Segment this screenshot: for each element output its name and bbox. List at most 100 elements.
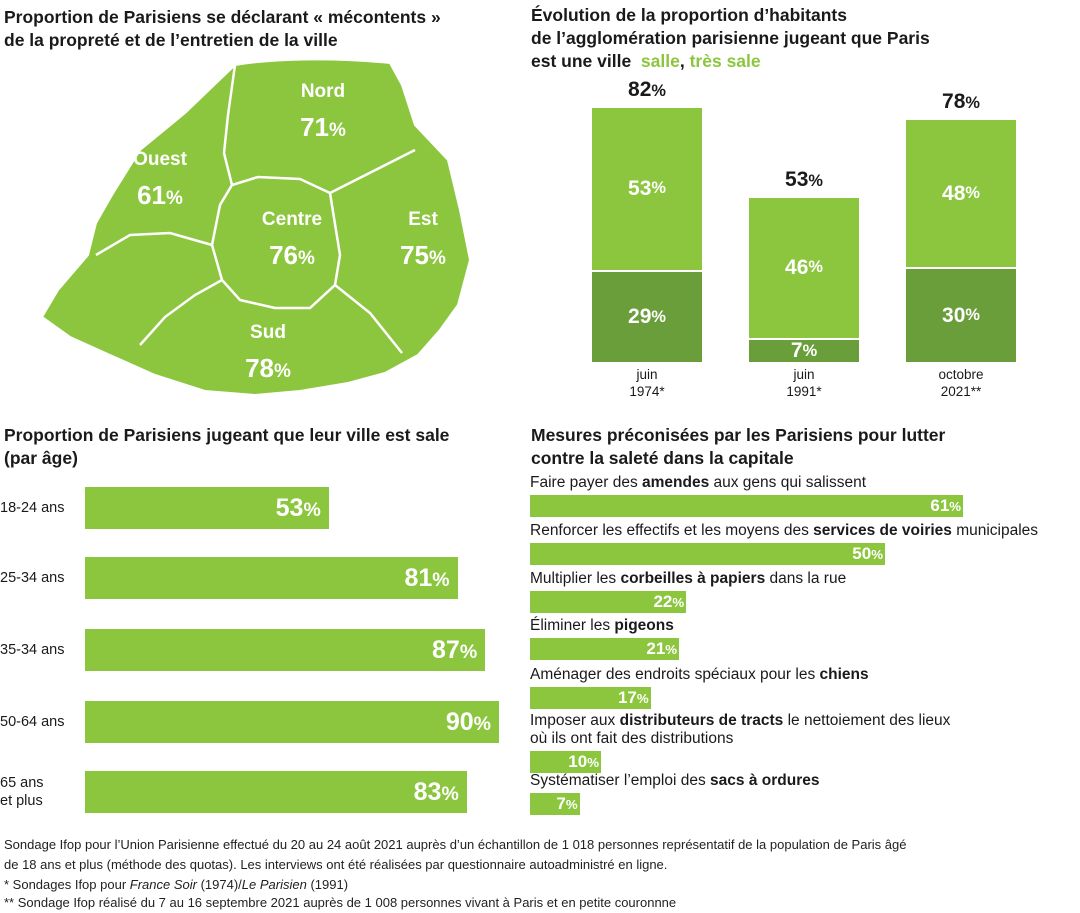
column-category-line: 2021** (940, 384, 982, 399)
age-category-label: 18-24 ans (0, 499, 84, 517)
age-category-label: 65 ans et plus (0, 774, 84, 810)
footnote-line2: de 18 ans et plus (méthode des quotas). … (4, 857, 668, 872)
column-category-line: octobre (938, 367, 984, 382)
measure-label-part: distributeurs de tracts (619, 712, 784, 729)
column-segment-sale: 46% (749, 197, 859, 339)
measure-label-part: Éliminer les (530, 617, 615, 634)
map-borders (95, 64, 416, 354)
measure-label-part: Renforcer les effectifs et les moyens de… (530, 522, 814, 539)
measure-label-part: Multiplier les (530, 570, 621, 587)
age-bar: 81% (85, 557, 458, 599)
map-region-name: Nord (301, 81, 345, 102)
measure-label-part: sacs à ordures (710, 772, 820, 789)
measure-label-part: aux gens qui salissent (709, 474, 867, 491)
measure-label: Imposer aux distributeurs de tracts le n… (530, 712, 950, 730)
map-region-name: Est (408, 209, 438, 230)
footnote-line1: Sondage Ifop pour l’Union Parisienne eff… (4, 837, 907, 852)
column-category-label: juin 1991* (749, 366, 859, 400)
map-region-name: Ouest (133, 149, 188, 170)
measure-bar: 61% (530, 495, 964, 517)
measure-label-part: municipales (951, 522, 1039, 539)
measure-label-part: corbeilles à papiers (620, 570, 766, 587)
map-region-name: Sud (250, 322, 286, 343)
measure-label-part: le nettoiement des lieux (783, 712, 951, 729)
column-segment-sale: 53% (592, 107, 702, 271)
measure-label-part: Systématiser l’emploi des (530, 772, 711, 789)
map-region-value: 78% (245, 353, 291, 383)
measure-label: Éliminer les pigeons (530, 617, 674, 635)
paris-map-outline (40, 58, 472, 397)
column-category-label: octobre 2021** (906, 366, 1016, 400)
measure-label-part: services de voiries (813, 522, 952, 539)
age-category-label: 35-34 ans (0, 641, 84, 659)
map-region-name: Centre (262, 209, 322, 230)
age-bar: 87% (85, 629, 486, 671)
age-bar-value: 90% (445, 708, 491, 736)
column-segment-tres-sale: 7% (749, 339, 859, 362)
age-bar: 53% (85, 487, 329, 529)
column-segment-tres-sale: 30% (906, 269, 1016, 362)
age-bar-value: 83% (413, 778, 459, 806)
measures-title: Mesures préconisées par les Parisiens po… (531, 425, 946, 468)
measure-bar: 22% (530, 591, 687, 613)
age-category-line: 18-24 ans (0, 500, 65, 516)
legend-tres-sale: très sale (689, 51, 761, 71)
measure-bar: 50% (530, 543, 885, 565)
age-bar: 90% (85, 701, 499, 743)
measure-bar-value: 7% (556, 794, 578, 813)
column-category-label: juin 1974* (592, 366, 702, 400)
column-total: 78% (942, 90, 980, 114)
measure-bar-value: 21% (646, 639, 678, 658)
column-category-line: juin (636, 367, 658, 382)
measure-label-part: dans la rue (765, 570, 847, 587)
age-bar-value: 87% (432, 636, 478, 664)
measure-label-part: Aménager des endroits spéciaux pour les (530, 666, 820, 683)
measure-bar-value: 50% (852, 544, 883, 563)
age-category-line: 50-64 ans (0, 714, 65, 730)
measure-bar: 21% (530, 638, 680, 660)
column-category-line: 1991* (786, 384, 822, 399)
measure-bar-value: 22% (653, 592, 685, 611)
column-segment-tres-sale: 29% (592, 272, 702, 362)
evolution-title: Évolution de la proportion d’habitants d… (531, 5, 930, 71)
column-total: 82% (628, 77, 666, 101)
measure-bar: 17% (530, 687, 651, 709)
column-category-line: juin (793, 367, 815, 382)
measure-label-part: amendes (642, 474, 710, 491)
column-segment-sale: 48% (906, 120, 1016, 267)
measure-bar-value: 10% (568, 752, 599, 771)
footnote-line3: * Sondages Ifop pour France Soir (1974)/… (4, 877, 349, 892)
age-title: Proportion de Parisiens jugeant que leur… (4, 425, 450, 468)
age-bar-value: 53% (275, 494, 321, 522)
measure-label-part: chiens (819, 666, 869, 683)
column-total: 53% (785, 167, 823, 191)
measure-label-part: Imposer aux (530, 712, 620, 729)
age-category-line: 25-34 ans (0, 570, 65, 586)
column-category-line: 1974* (629, 384, 665, 399)
measure-label: Aménager des endroits spéciaux pour les … (530, 666, 869, 684)
measure-label-part: où ils ont fait des distributions (530, 730, 734, 747)
measure-label: où ils ont fait des distributions (530, 730, 733, 748)
legend-sale: salle (640, 51, 680, 71)
map-region-value: 76% (269, 240, 315, 270)
measure-bar-value: 17% (617, 688, 649, 707)
measure-label: Faire payer des amendes aux gens qui sal… (530, 474, 866, 492)
measure-label: Renforcer les effectifs et les moyens de… (530, 522, 1038, 540)
measure-label: Systématiser l’emploi des sacs à ordures (530, 772, 819, 790)
measure-label-part: pigeons (614, 617, 674, 634)
age-category-label: 50-64 ans (0, 713, 84, 731)
age-category-line: 65 ans (0, 775, 44, 791)
footnote-line4: ** Sondage Ifop réalisé du 7 au 16 septe… (4, 895, 677, 910)
measure-bar: 7% (530, 793, 580, 815)
map-title: Proportion de Parisiens se déclarant « m… (4, 7, 441, 50)
measure-label: Multiplier les corbeilles à papiers dans… (530, 570, 846, 588)
measure-bar-value: 61% (930, 496, 962, 515)
age-category-line: 35-34 ans (0, 642, 65, 658)
measure-label-part: Faire payer des (530, 474, 642, 491)
age-category-line: et plus (0, 793, 43, 809)
age-bar: 83% (85, 771, 467, 813)
age-bar-value: 81% (404, 564, 450, 592)
measure-bar: 10% (530, 751, 601, 773)
age-category-label: 25-34 ans (0, 569, 84, 587)
